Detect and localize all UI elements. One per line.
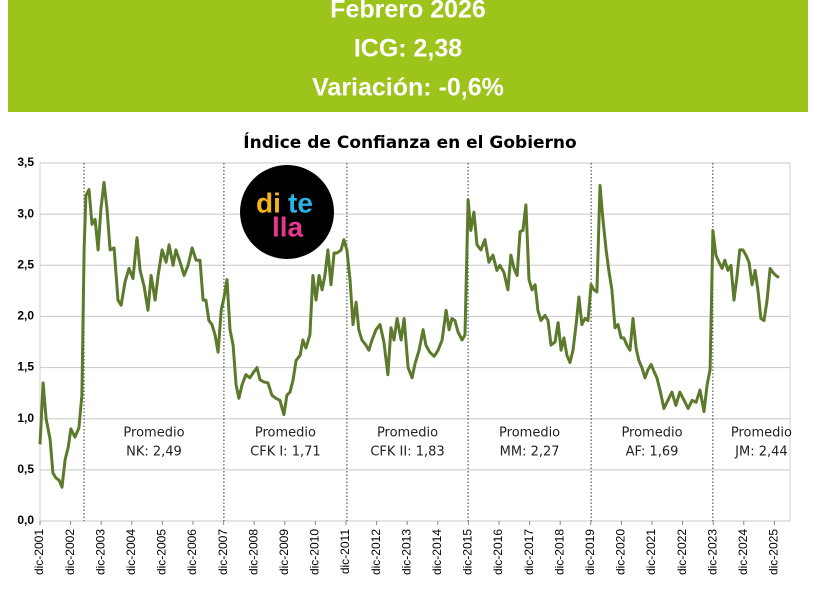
annotation: Promedio — [731, 426, 792, 441]
logo-text: lla — [272, 211, 304, 242]
annotation: AF: 1,69 — [626, 445, 679, 460]
annotation: Promedio — [499, 426, 560, 441]
x-tick-label: dic-2022 — [675, 529, 689, 575]
logo-text: di — [256, 187, 281, 218]
x-tick-label: dic-2008 — [246, 529, 260, 575]
plot: 0,0 0,5 1,0 1,5 2,0 2,5 3,0 3,5 dic-2001 dic-2002… — [17, 155, 792, 575]
logo-circle — [240, 165, 334, 259]
annotation: Promedio — [621, 426, 682, 441]
annotation: Promedio — [123, 426, 184, 441]
x-tick-label: dic-2007 — [216, 529, 230, 575]
plot-frame — [39, 162, 791, 522]
x-tick-label: dic-2004 — [124, 529, 138, 575]
x-tick-label: dic-2019 — [583, 529, 597, 575]
x-tick-label: dic-2002 — [63, 529, 77, 575]
x-tick-label: dic-2012 — [369, 529, 383, 575]
x-tick-label: dic-2005 — [155, 529, 169, 575]
x-tick-label: dic-2011 — [338, 529, 352, 574]
x-tick-label: dic-2016 — [491, 529, 505, 575]
y-tick-label: 1,0 — [17, 411, 34, 425]
x-tick-label: dic-2003 — [93, 529, 107, 575]
header-line: Febrero 2026 — [330, 0, 486, 24]
x-tick-label: dic-2021 — [644, 529, 658, 575]
annotation: Promedio — [255, 426, 316, 441]
x-tick-label: dic-2025 — [767, 529, 781, 575]
y-tick-label: 3,5 — [17, 155, 34, 169]
y-tick-label: 1,5 — [17, 360, 34, 374]
x-tick-label: dic-2001 — [32, 529, 46, 575]
y-tick-label: 0,5 — [17, 462, 34, 476]
annotation: CFK I: 1,71 — [250, 445, 321, 460]
y-tick-label: 0,0 — [17, 513, 34, 527]
header-line: ICG: 2,38 — [354, 35, 462, 63]
x-tick-label: dic-2023 — [705, 529, 719, 575]
x-tick-label: dic-2018 — [552, 529, 566, 575]
annotation: Promedio — [377, 426, 438, 441]
x-tick-label: dic-2024 — [736, 529, 750, 575]
annotation: CFK II: 1,83 — [370, 445, 444, 460]
annotation: NK: 2,49 — [126, 445, 182, 460]
x-tick-label: dic-2014 — [430, 529, 444, 575]
header-banner — [8, 0, 808, 112]
y-tick-label: 3,0 — [17, 206, 34, 220]
y-tick-label: 2,0 — [17, 309, 34, 323]
x-tick-label: dic-2006 — [185, 529, 199, 575]
series-line — [38, 180, 780, 489]
logo-text: te — [288, 187, 313, 218]
x-tick-label: dic-2009 — [277, 529, 291, 575]
header-line: Variación: -0,6% — [312, 74, 504, 102]
y-tick-label: 2,5 — [17, 257, 34, 271]
chart-title: Índice de Confianza en el Gobierno — [243, 131, 576, 153]
x-tick-label: dic-2020 — [614, 529, 628, 575]
x-tick-label: dic-2013 — [399, 529, 413, 575]
annotation: JM: 2,44 — [734, 445, 788, 460]
annotation: MM: 2,27 — [500, 445, 560, 460]
x-tick-label: dic-2010 — [308, 529, 322, 575]
x-tick-label: dic-2017 — [522, 529, 536, 575]
x-tick-label: dic-2015 — [461, 529, 475, 575]
